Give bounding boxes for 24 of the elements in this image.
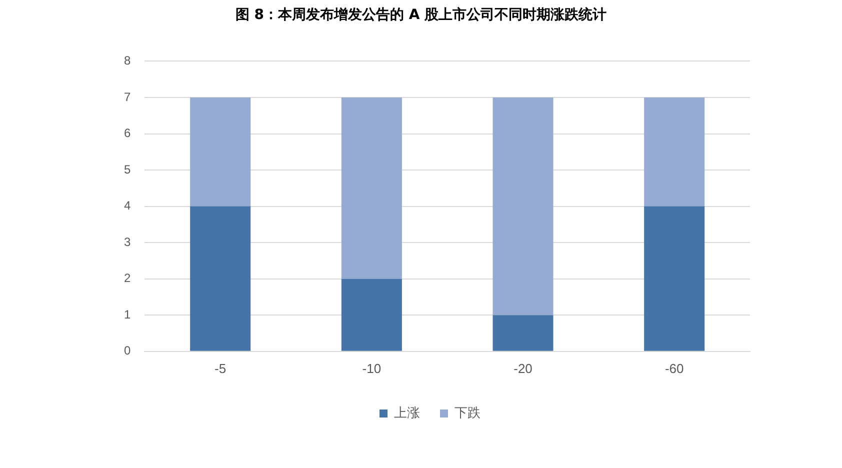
- y-tick-label: 6: [124, 126, 131, 140]
- x-tick-label: -20: [514, 360, 532, 376]
- bar: [492, 315, 554, 351]
- y-tick-label: 4: [124, 198, 131, 213]
- chart-title: 图 8：本周发布增发公告的 A 股上市公司不同时期涨跌统计: [234, 6, 608, 24]
- bar: [190, 206, 251, 351]
- legend-label: 下跌: [454, 406, 480, 421]
- y-tick-label: 8: [124, 54, 131, 68]
- y-tick-label: 0: [124, 344, 131, 358]
- y-tick-label: 1: [124, 307, 131, 322]
- bar: [644, 206, 705, 351]
- bar: [492, 97, 554, 316]
- y-tick-label: 7: [124, 90, 131, 104]
- y-tick-label: 5: [124, 162, 131, 176]
- bar: [190, 97, 251, 206]
- bar: [644, 97, 705, 206]
- y-tick-label: 3: [124, 234, 131, 249]
- y-tick-label: 2: [124, 271, 131, 286]
- x-tick-label: -60: [664, 360, 684, 376]
- x-tick-label: -5: [214, 360, 226, 376]
- legend-label: 上涨: [394, 406, 420, 421]
- bar: [341, 97, 402, 279]
- x-tick-label: -10: [362, 360, 382, 376]
- bar: [341, 278, 402, 351]
